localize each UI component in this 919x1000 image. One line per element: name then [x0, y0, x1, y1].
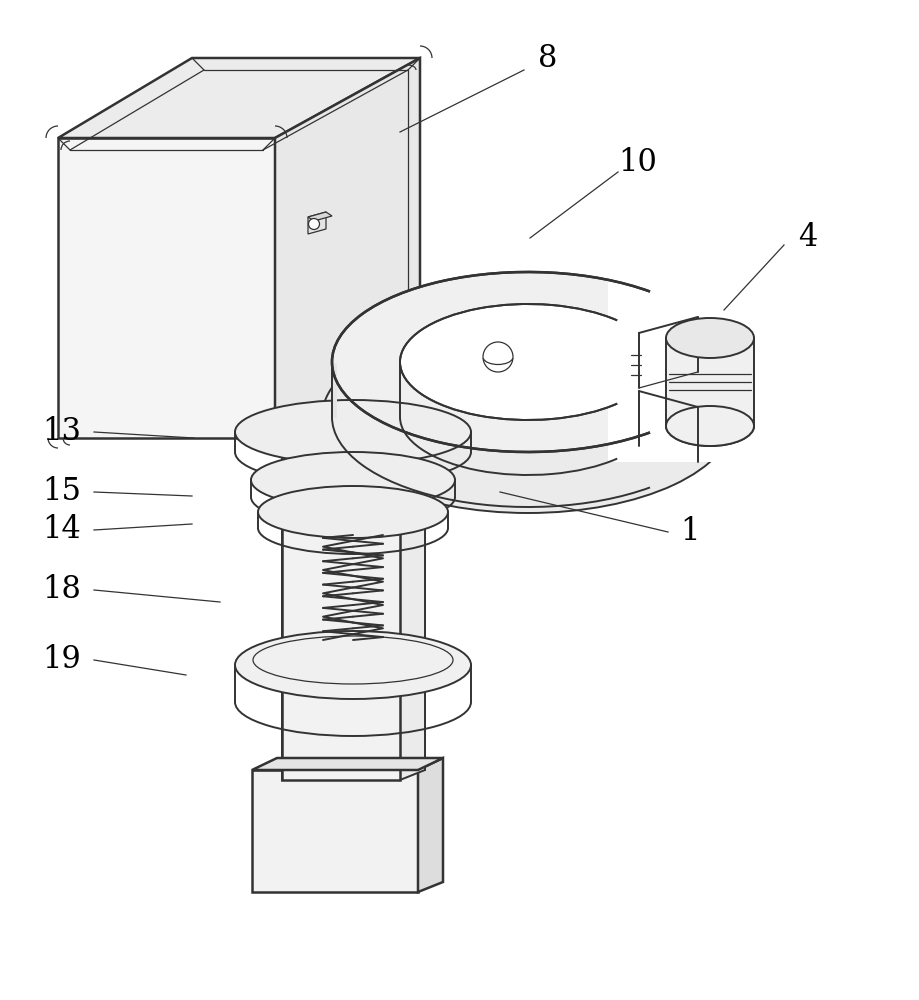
Polygon shape [58, 138, 275, 438]
Polygon shape [58, 58, 420, 138]
Text: 10: 10 [618, 147, 657, 178]
Text: 18: 18 [42, 574, 82, 605]
Text: 8: 8 [538, 43, 557, 74]
Polygon shape [275, 58, 420, 438]
Text: 15: 15 [42, 477, 82, 508]
Text: 4: 4 [798, 223, 817, 253]
Polygon shape [417, 758, 443, 892]
Ellipse shape [665, 318, 754, 358]
Ellipse shape [251, 452, 455, 508]
Polygon shape [252, 770, 417, 892]
Polygon shape [607, 262, 807, 462]
Polygon shape [307, 423, 425, 770]
Ellipse shape [234, 631, 471, 699]
Ellipse shape [234, 400, 471, 464]
Circle shape [482, 342, 513, 372]
Ellipse shape [332, 272, 723, 452]
Polygon shape [282, 423, 307, 780]
Polygon shape [282, 423, 425, 435]
Ellipse shape [665, 406, 754, 446]
Ellipse shape [400, 304, 655, 420]
Text: 19: 19 [42, 644, 81, 676]
Text: 14: 14 [42, 514, 81, 546]
Polygon shape [282, 435, 400, 780]
Polygon shape [308, 212, 332, 221]
Polygon shape [665, 338, 754, 426]
Polygon shape [400, 423, 425, 780]
Text: 1: 1 [679, 516, 699, 548]
Text: 13: 13 [42, 416, 82, 448]
Ellipse shape [257, 486, 448, 538]
Ellipse shape [322, 321, 733, 513]
Polygon shape [252, 758, 443, 770]
Polygon shape [308, 212, 325, 234]
Circle shape [308, 219, 319, 230]
Polygon shape [332, 362, 336, 419]
